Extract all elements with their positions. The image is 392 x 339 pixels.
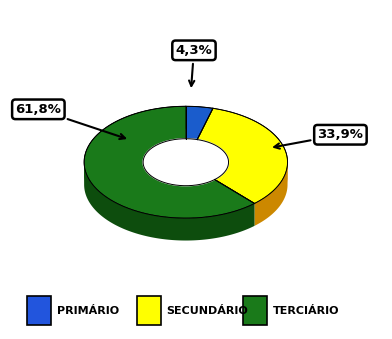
Bar (137, 296, 161, 325)
Polygon shape (197, 140, 229, 184)
Polygon shape (84, 106, 254, 218)
Bar (27, 296, 51, 325)
Polygon shape (186, 139, 197, 162)
Text: 61,8%: 61,8% (15, 103, 125, 139)
Polygon shape (213, 108, 288, 184)
Polygon shape (84, 163, 254, 241)
Text: TERCIÁRIO: TERCIÁRIO (272, 306, 339, 316)
Polygon shape (143, 139, 229, 186)
Polygon shape (186, 106, 213, 140)
Polygon shape (197, 108, 288, 203)
Polygon shape (254, 162, 288, 226)
Text: SECUNDÁRIO: SECUNDÁRIO (167, 306, 249, 316)
Polygon shape (143, 161, 229, 208)
Polygon shape (186, 106, 213, 131)
Polygon shape (143, 139, 186, 185)
Text: 33,9%: 33,9% (274, 128, 363, 149)
Bar (243, 296, 267, 325)
Text: PRIMÁRIO: PRIMÁRIO (57, 306, 119, 316)
Text: 4,3%: 4,3% (176, 44, 212, 86)
Polygon shape (84, 106, 186, 185)
